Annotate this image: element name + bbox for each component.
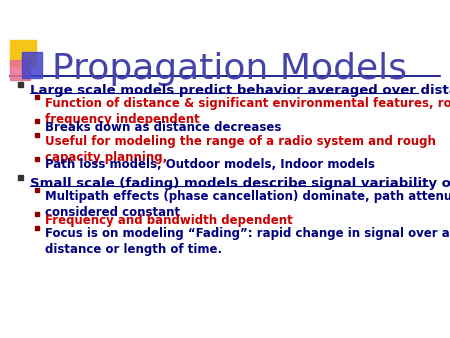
Bar: [18, 82, 23, 87]
Bar: [10, 40, 36, 66]
Bar: [35, 225, 39, 230]
Text: Multipath effects (phase cancellation) dominate, path attenuation
considered con: Multipath effects (phase cancellation) d…: [45, 190, 450, 219]
Bar: [35, 132, 39, 137]
Text: Small scale (fading) models describe signal variability on a scale of λ: Small scale (fading) models describe sig…: [30, 177, 450, 190]
Text: Propagation Models: Propagation Models: [52, 52, 407, 86]
Bar: [35, 119, 39, 123]
Bar: [10, 60, 30, 80]
Bar: [35, 212, 39, 216]
Text: Function of distance & significant environmental features, roughly
frequency ind: Function of distance & significant envir…: [45, 97, 450, 126]
Text: Useful for modeling the range of a radio system and rough
capacity planning,: Useful for modeling the range of a radio…: [45, 135, 436, 164]
Bar: [35, 188, 39, 192]
Bar: [18, 175, 23, 180]
Text: Focus is on modeling “Fading”: rapid change in signal over a short
distance or l: Focus is on modeling “Fading”: rapid cha…: [45, 227, 450, 257]
Text: Large scale models predict behavior averaged over distances >>  λ: Large scale models predict behavior aver…: [30, 84, 450, 97]
Bar: [35, 156, 39, 161]
Bar: [35, 95, 39, 99]
Text: Breaks down as distance decreases: Breaks down as distance decreases: [45, 121, 281, 134]
Text: Frequency and bandwidth dependent: Frequency and bandwidth dependent: [45, 214, 293, 227]
Bar: [22, 52, 42, 78]
Text: Path loss models, Outdoor models, Indoor models: Path loss models, Outdoor models, Indoor…: [45, 159, 375, 171]
